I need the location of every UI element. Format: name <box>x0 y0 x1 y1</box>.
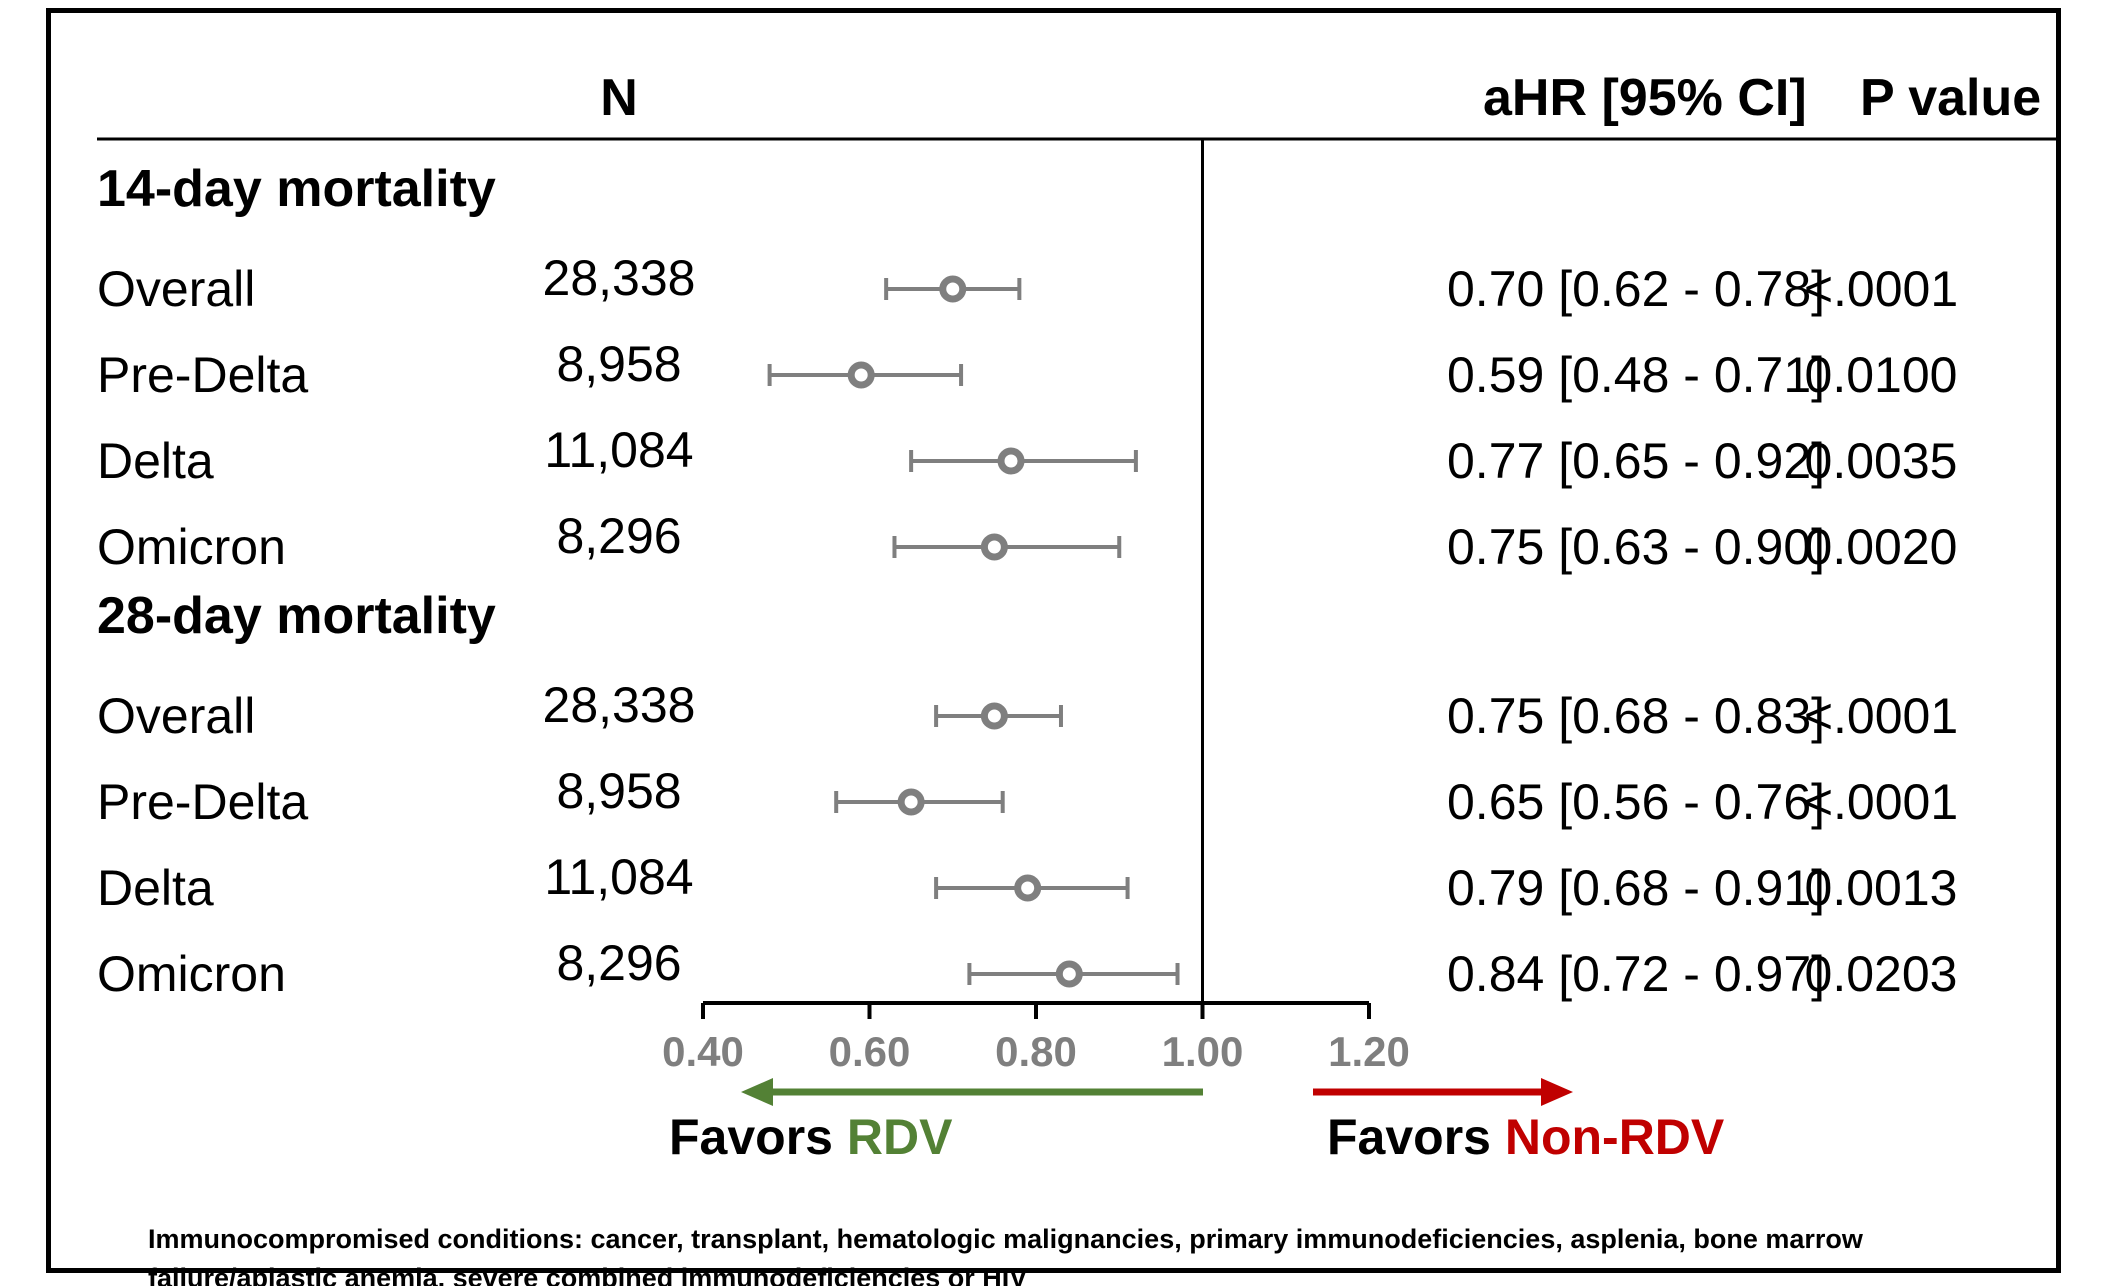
forest-row: Delta 11,084 0.77 [0.65 - 0.92]0.0035 <box>97 422 1957 489</box>
row-ci-text: 0.65 [0.56 - 0.76] <box>1447 774 1825 830</box>
row-ci-text: 0.84 [0.72 - 0.97] <box>1447 946 1825 1002</box>
forest-row: Delta 11,084 0.79 [0.68 - 0.91]0.0013 <box>97 849 1957 916</box>
hr-point <box>980 533 1008 561</box>
hr-point <box>997 447 1025 475</box>
row-label: Overall <box>97 688 255 744</box>
header-ahr: aHR [95% CI] <box>1483 69 1807 127</box>
hr-point <box>1055 960 1083 988</box>
row-label: Delta <box>97 860 214 916</box>
row-n: 11,084 <box>544 849 693 905</box>
forest-row: Overall 28,338 0.70 [0.62 - 0.78]<.0001 <box>97 250 1958 317</box>
row-p-value: 0.0035 <box>1805 433 1958 489</box>
row-label: Omicron <box>97 946 286 1002</box>
axis-tick-label: 1.20 <box>1328 1028 1410 1075</box>
row-ci-text: 0.70 [0.62 - 0.78] <box>1447 261 1825 317</box>
row-ci-text: 0.59 [0.48 - 0.71] <box>1447 347 1825 403</box>
forest-row: Overall 28,338 0.75 [0.68 - 0.83]<.0001 <box>97 677 1958 744</box>
row-label: Overall <box>97 261 255 317</box>
axis-tick-label: 0.60 <box>829 1028 911 1075</box>
hr-point <box>897 788 925 816</box>
row-p-value: 0.0013 <box>1805 860 1958 916</box>
row-n: 28,338 <box>543 250 696 306</box>
favors-rdv-highlight: RDV <box>847 1109 953 1165</box>
header-p-value: P value <box>1860 69 2041 127</box>
axis-tick-label: 0.80 <box>995 1028 1077 1075</box>
favors-rdv-prefix: Favors <box>669 1109 847 1165</box>
row-p-value: <.0001 <box>1804 688 1958 744</box>
hr-point <box>1014 874 1042 902</box>
footnote: Immunocompromised conditions: cancer, tr… <box>148 1224 1863 1286</box>
row-label: Pre-Delta <box>97 347 308 403</box>
row-ci-text: 0.75 [0.68 - 0.83] <box>1447 688 1825 744</box>
group-title: 28-day mortality <box>97 587 496 645</box>
row-label: Omicron <box>97 519 286 575</box>
row-p-value: 0.0100 <box>1805 347 1958 403</box>
hr-point <box>939 275 967 303</box>
favors-annotations: Favors RDV Favors Non-RDV <box>669 1078 1725 1165</box>
axis-tick-label: 0.40 <box>662 1028 744 1075</box>
row-p-value: 0.0020 <box>1805 519 1958 575</box>
forest-row: Omicron 8,296 0.84 [0.72 - 0.97]0.0203 <box>97 935 1957 1002</box>
row-p-value: <.0001 <box>1804 261 1958 317</box>
favors-non-rdv-label: Favors Non-RDV <box>1327 1109 1725 1165</box>
favors-non-rdv-prefix: Favors <box>1327 1109 1505 1165</box>
row-n: 8,958 <box>556 763 681 819</box>
favors-non-rdv-arrowhead <box>1541 1078 1573 1106</box>
row-label: Delta <box>97 433 214 489</box>
row-p-value: 0.0203 <box>1805 946 1958 1002</box>
row-n: 28,338 <box>543 677 696 733</box>
favors-non-rdv-highlight: Non-RDV <box>1505 1109 1725 1165</box>
row-ci-text: 0.79 [0.68 - 0.91] <box>1447 860 1825 916</box>
row-ci-text: 0.77 [0.65 - 0.92] <box>1447 433 1825 489</box>
row-n: 8,296 <box>556 508 681 564</box>
row-p-value: <.0001 <box>1804 774 1958 830</box>
group-title: 14-day mortality <box>97 160 496 218</box>
x-axis: 0.40 0.60 0.80 1.00 1.20 <box>662 1001 1410 1075</box>
row-label: Pre-Delta <box>97 774 308 830</box>
favors-rdv-label: Favors RDV <box>669 1109 953 1165</box>
forest-row: Pre-Delta 8,958 0.65 [0.56 - 0.76]<.0001 <box>97 763 1958 830</box>
figure-frame: N aHR [95% CI] P value 14-day mortality O… <box>46 8 2061 1286</box>
forest-row: Pre-Delta 8,958 0.59 [0.48 - 0.71]0.0100 <box>97 336 1957 403</box>
row-n: 8,296 <box>556 935 681 991</box>
hr-point <box>847 361 875 389</box>
header-n: N <box>600 69 638 127</box>
axis-tick-label: 1.00 <box>1162 1028 1244 1075</box>
forest-row: Omicron 8,296 0.75 [0.63 - 0.90]0.0020 <box>97 508 1957 575</box>
row-n: 8,958 <box>556 336 681 392</box>
forest-rows: 14-day mortality Overall 28,338 0.70 [0.62 … <box>97 139 1958 1003</box>
row-n: 11,084 <box>544 422 693 478</box>
forest-plot: N aHR [95% CI] P value 14-day mortality O… <box>97 69 2056 1165</box>
hr-point <box>980 702 1008 730</box>
favors-rdv-arrowhead <box>741 1078 773 1106</box>
row-ci-text: 0.75 [0.63 - 0.90] <box>1447 519 1825 575</box>
